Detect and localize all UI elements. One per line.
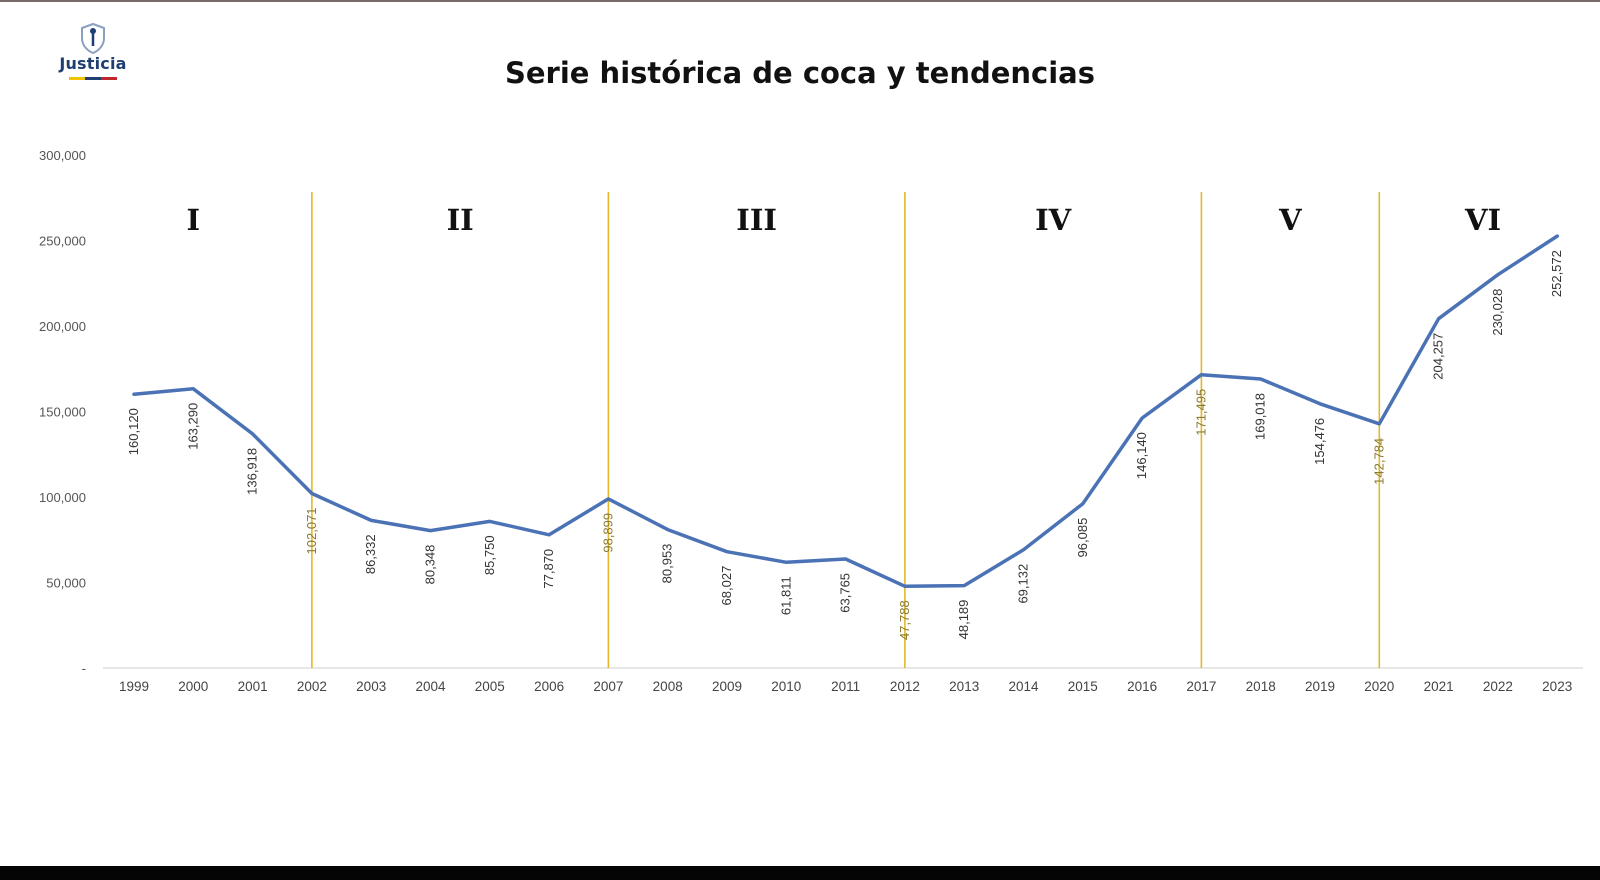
x-tick-label: 2021 <box>1424 679 1454 694</box>
y-tick-label: 50,000 <box>46 576 86 591</box>
data-label: 80,348 <box>423 545 438 585</box>
period-label: VI <box>1464 203 1501 237</box>
data-label: 169,018 <box>1253 393 1268 440</box>
logo-text: Justicia <box>59 54 127 73</box>
data-label: 146,140 <box>1134 432 1149 479</box>
x-tick-label: 2012 <box>890 679 920 694</box>
stripe-yellow <box>69 77 85 80</box>
data-label: 85,750 <box>482 535 497 575</box>
data-label: 136,918 <box>245 448 260 495</box>
period-label: III <box>736 203 777 237</box>
period-label: I <box>187 203 201 237</box>
y-tick-label: 300,000 <box>39 148 86 163</box>
x-tick-label: 2014 <box>1008 679 1039 694</box>
x-tick-label: 2003 <box>356 679 386 694</box>
data-label: 96,085 <box>1075 518 1090 558</box>
period-label: II <box>447 203 474 237</box>
x-tick-label: 2005 <box>475 679 505 694</box>
data-label: 48,189 <box>956 600 971 640</box>
x-tick-label: 2023 <box>1542 679 1572 694</box>
x-tick-label: 2001 <box>238 679 268 694</box>
x-tick-label: 2000 <box>178 679 208 694</box>
x-tick-label: 1999 <box>119 679 149 694</box>
y-tick-label: - <box>82 661 86 676</box>
stripe-blue <box>85 77 101 80</box>
data-label: 61,811 <box>778 576 793 615</box>
data-label: 69,132 <box>1016 564 1031 604</box>
y-tick-label: 250,000 <box>39 234 86 249</box>
period-labels: I II III IV V VI <box>187 203 1502 237</box>
x-tick-label: 2020 <box>1364 679 1394 694</box>
x-axis-ticks: 1999 2000 2001 2002 2003 2004 2005 2006 2007 2008… <box>119 679 1572 694</box>
x-tick-label: 2019 <box>1305 679 1335 694</box>
data-label: 63,765 <box>838 573 853 613</box>
y-tick-label: 150,000 <box>39 405 86 420</box>
period-label: IV <box>1035 203 1072 237</box>
justicia-logo: Justicia <box>50 22 136 92</box>
x-tick-label: 2004 <box>415 679 446 694</box>
data-label: 102,071 <box>304 507 319 554</box>
data-label: 160,120 <box>126 408 141 455</box>
data-label: 86,332 <box>363 534 378 574</box>
period-label: V <box>1278 203 1302 237</box>
y-tick-label: 200,000 <box>39 319 86 334</box>
data-label: 163,290 <box>185 403 200 450</box>
data-label: 252,572 <box>1549 250 1564 297</box>
chart-title: Serie histórica de coca y tendencias <box>505 56 1095 90</box>
logo-color-stripe <box>69 77 117 80</box>
data-label: 154,476 <box>1312 418 1327 465</box>
data-label: 142,784 <box>1371 438 1386 485</box>
bottom-black-bar <box>0 866 1600 880</box>
x-tick-label: 2011 <box>831 679 860 694</box>
data-label: 204,257 <box>1431 333 1446 380</box>
x-tick-label: 2007 <box>593 679 623 694</box>
shield-emblem-icon <box>81 22 105 54</box>
x-tick-label: 2017 <box>1186 679 1216 694</box>
top-border <box>0 0 1600 2</box>
x-tick-label: 2016 <box>1127 679 1157 694</box>
data-labels: 160,120 163,290 136,918 102,071 86,332 80,348… <box>126 250 1564 640</box>
x-tick-label: 2022 <box>1483 679 1513 694</box>
data-label: 80,953 <box>660 544 675 584</box>
x-tick-label: 2015 <box>1068 679 1098 694</box>
stripe-red <box>101 77 117 80</box>
x-tick-label: 2009 <box>712 679 742 694</box>
x-tick-label: 2002 <box>297 679 327 694</box>
data-label: 68,027 <box>719 566 734 606</box>
x-tick-label: 2008 <box>653 679 683 694</box>
x-tick-label: 2018 <box>1246 679 1276 694</box>
y-tick-label: 100,000 <box>39 490 86 505</box>
series-line <box>132 234 1559 589</box>
data-label: 171,495 <box>1193 389 1208 436</box>
x-tick-label: 2010 <box>771 679 801 694</box>
period-dividers <box>311 192 1381 668</box>
data-label: 230,028 <box>1490 289 1505 336</box>
data-label: 47,788 <box>897 600 912 640</box>
x-tick-label: 2013 <box>949 679 979 694</box>
data-label: 98,899 <box>600 513 615 553</box>
data-label: 77,870 <box>541 549 556 589</box>
x-tick-label: 2006 <box>534 679 564 694</box>
y-axis-ticks: - 50,000 100,000 150,000 200,000 250,000 300,0… <box>39 148 86 676</box>
